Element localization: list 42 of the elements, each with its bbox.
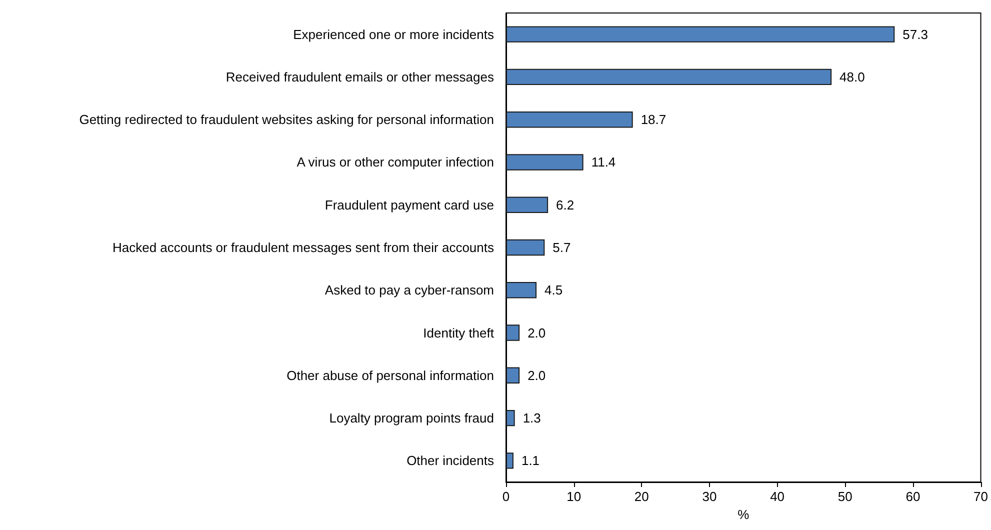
- data-label: 1.3: [522, 410, 541, 426]
- y-tick-label: Experienced one or more incidents: [293, 26, 494, 42]
- y-tick-label: Identity theft: [423, 325, 494, 340]
- bar: [506, 410, 515, 426]
- y-tick-label: A virus or other computer infection: [296, 154, 494, 170]
- y-tick-label: Getting redirected to fraudulent websites asking for personal information: [79, 112, 494, 128]
- x-tick-label: 50: [838, 489, 852, 504]
- data-label: 2.0: [528, 368, 546, 383]
- data-label: 6.2: [556, 197, 574, 212]
- bar: [506, 68, 832, 86]
- y-tick-label: Received fraudulent emails or other messages: [226, 69, 494, 84]
- bar: [506, 154, 584, 170]
- y-tick-label: Other incidents: [406, 453, 494, 468]
- y-tick-label: Asked to pay a cyber-ransom: [324, 282, 494, 298]
- x-tick-label: 70: [974, 489, 988, 504]
- bar: [506, 282, 537, 298]
- x-tick-label: 10: [566, 489, 582, 504]
- data-label: 1.1: [521, 453, 540, 468]
- data-label: 2.0: [528, 325, 546, 340]
- data-label: 57.3: [902, 26, 928, 42]
- data-label: 5.7: [552, 240, 571, 255]
- data-label: 48.0: [840, 69, 865, 84]
- x-tick-label: 0: [502, 489, 510, 504]
- bar: [506, 196, 548, 213]
- bar: [506, 367, 520, 384]
- bar: [506, 111, 633, 128]
- bar: [506, 26, 895, 42]
- bar: [506, 324, 520, 341]
- data-label: 11.4: [591, 154, 616, 170]
- y-tick-label: Loyalty program points fraud: [329, 410, 494, 426]
- data-label: 18.7: [640, 112, 666, 128]
- y-tick-label: Hacked accounts or fraudulent messages sent from their accounts: [112, 240, 494, 255]
- bar: [506, 239, 545, 256]
- x-tick-label: 20: [634, 489, 649, 504]
- data-label: 4.5: [544, 282, 563, 298]
- x-tick-label: 60: [906, 489, 920, 504]
- x-tick-label: 40: [770, 489, 785, 504]
- x-tick-label: 30: [702, 489, 717, 504]
- y-tick-label: Fraudulent payment card use: [324, 197, 494, 212]
- y-tick-label: Other abuse of personal information: [286, 368, 494, 383]
- x-axis-title: %: [738, 506, 750, 522]
- bar: [506, 452, 514, 469]
